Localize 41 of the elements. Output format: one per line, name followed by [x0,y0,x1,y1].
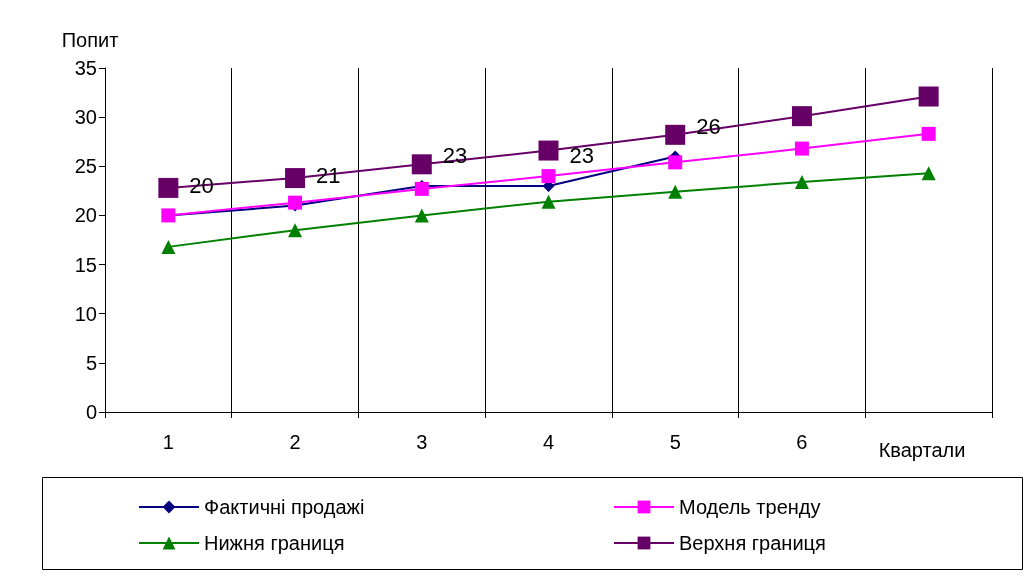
point [541,194,556,209]
point [921,126,936,141]
point [921,166,936,181]
x-tick-label: 1 [162,431,174,453]
point [918,86,939,107]
y-tick-label: 15 [74,253,97,276]
x-tick-label: 6 [796,431,808,453]
point [161,239,176,254]
point [414,208,429,223]
y-axis-title: Попит [61,29,119,51]
point [411,154,432,175]
point [791,106,812,127]
y-tick-label: 5 [85,351,97,374]
point [414,181,429,196]
x-axis-title: Квартали [878,439,966,461]
point [668,155,683,170]
point [538,140,559,161]
point [288,223,303,238]
point [665,124,686,145]
y-tick-label: 35 [74,57,97,79]
point [285,168,306,189]
point [794,175,809,190]
point [794,141,809,156]
legend-label: Нижня границя [204,532,345,554]
point [668,184,683,199]
x-tick-label: 2 [289,431,301,453]
y-tick-label: 30 [74,106,97,129]
point [158,177,179,198]
legend-label: Модель тренду [679,496,821,518]
y-tick-label: 10 [74,302,97,325]
x-tick-label: 5 [669,431,681,453]
y-tick-label: 20 [74,204,97,227]
y-tick-label: 25 [74,155,97,178]
x-tick-label: 4 [542,431,555,453]
point [541,169,556,184]
legend-label: Фактичні продажі [204,496,365,518]
x-tick-label: 3 [416,431,428,453]
y-tick-label: 0 [85,401,97,423]
legend-label: Верхня границя [679,532,826,554]
data-label: 23 [569,143,594,169]
point [288,195,303,210]
